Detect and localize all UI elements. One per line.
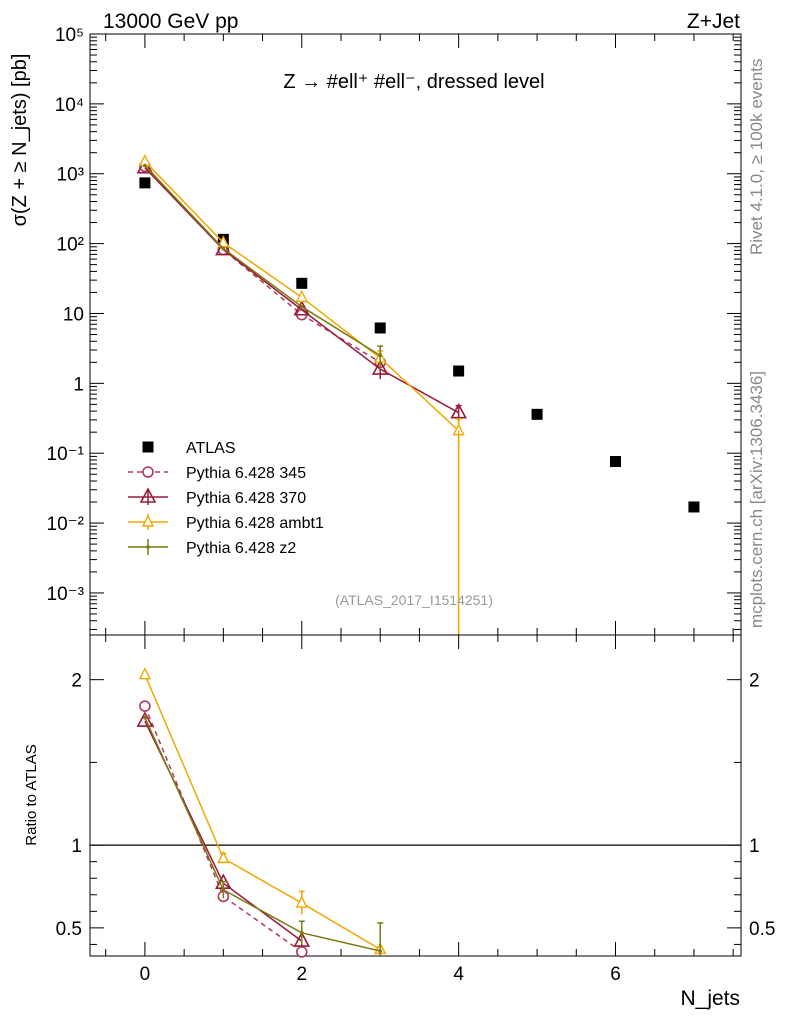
main-title: Z → #ell⁺ #ell⁻, dressed level (283, 71, 544, 93)
legend-marker (139, 487, 157, 503)
ratio-y-tick-label-right: 0.5 (749, 919, 775, 940)
main-axis-ticks: 10⁻³ 10⁻² 10⁻¹ 1 10 10² 10³ 10⁴ 10⁵ (47, 25, 741, 635)
legend: ATLAS Pythia 6.428 345 Pythia 6.428 370 Pyt… (128, 440, 324, 557)
analysis-watermark: (ATLAS_2017_I1514251) (335, 592, 493, 608)
ratio-panel: 0 2 4 6 0.5 0.5 1 1 2 2 Ratio to ATLAS (23, 634, 775, 985)
ratio-y-tick-label-right: 2 (749, 671, 760, 692)
main-series-line (144, 167, 460, 414)
legend-marker (142, 441, 154, 453)
ratio-x-tick-label: 2 (296, 964, 307, 985)
main-series-atlas (139, 177, 700, 513)
ratio-data-point (217, 850, 230, 864)
main-data-point (374, 322, 386, 334)
header-left-label: 13000 GeV pp (103, 10, 238, 33)
ratio-panel-frame (89, 634, 742, 957)
ratio-data-point (139, 700, 151, 712)
ratio-series-line (144, 674, 381, 951)
main-series-line (144, 165, 381, 357)
ratio-data-point (221, 888, 226, 892)
ratio-x-tick-label: 6 (610, 964, 621, 985)
legend-entry-label: ATLAS (186, 440, 236, 457)
main-y-tick-label: 1 (73, 374, 84, 395)
ratio-y-tick-label-right: 1 (749, 836, 760, 857)
main-data-point (299, 304, 304, 309)
ratio-series-pythia-6-428-z2 (143, 715, 384, 956)
main-data-point (371, 359, 389, 375)
main-data-point (378, 353, 383, 358)
ratio-y-tick-label: 1 (71, 836, 82, 857)
ratio-series-pythia-6-428-345 (139, 700, 308, 958)
ratio-data-point (299, 931, 304, 935)
mcplots-label: mcplots.cern.ch [arXiv:1306.3436] (747, 371, 766, 628)
x-axis-title: N_jets (680, 987, 740, 1010)
main-y-tick-label: 10 (63, 304, 84, 325)
main-data-point (136, 158, 154, 174)
main-series-pythia-6-428-z2 (143, 163, 384, 370)
main-y-tick-label: 10⁻¹ (47, 444, 85, 465)
ratio-series-line (144, 720, 303, 942)
legend-marker (146, 545, 150, 549)
ratio-data-point (293, 931, 311, 947)
ratio-data-point (378, 949, 383, 953)
ratio-data-point (295, 946, 308, 958)
legend-entry-label: Pythia 6.428 ambt1 (186, 515, 324, 532)
legend-entry-label: Pythia 6.428 345 (186, 465, 306, 482)
ratio-y-tick-label: 2 (71, 671, 82, 692)
main-y-tick-label: 10⁻² (47, 514, 85, 535)
ratio-data-point (136, 711, 154, 727)
main-y-axis-title: σ(Z + ≥ N_jets) [pb] (9, 54, 31, 227)
main-data-point (688, 501, 700, 513)
ratio-data-point (295, 895, 308, 908)
main-data-point (217, 235, 230, 248)
legend-marker (141, 514, 155, 527)
ratio-series-layer (136, 667, 387, 958)
main-data-point (450, 403, 467, 419)
legend-marker (142, 466, 154, 478)
main-data-point (221, 246, 226, 251)
main-data-point (214, 239, 232, 256)
main-data-point (610, 456, 622, 468)
ratio-data-point (138, 667, 152, 680)
main-data-point (453, 365, 465, 377)
main-data-point (296, 277, 308, 289)
main-series-pythia-6-428-370 (136, 158, 467, 422)
header-right-label: Z+Jet (687, 10, 740, 33)
rivet-version-label: Rivet 4.1.0, ≥ 100k events (747, 59, 766, 255)
main-y-tick-label: 10² (57, 235, 84, 256)
main-data-point (143, 163, 147, 168)
ratio-axis-ticks: 0 2 4 6 0.5 0.5 1 1 2 2 (56, 635, 775, 985)
legend-entry-label: Pythia 6.428 z2 (186, 540, 296, 557)
ratio-data-point (143, 715, 147, 720)
ratio-y-tick-label: 0.5 (56, 919, 82, 940)
main-data-point (139, 177, 151, 189)
main-y-tick-label: 10⁻³ (47, 584, 85, 605)
ratio-series-pythia-6-428-370 (136, 711, 311, 947)
main-data-point (295, 289, 308, 303)
main-y-tick-label: 10⁵ (55, 25, 84, 46)
main-panel: 10⁻³ 10⁻² 10⁻¹ 1 10 10² 10³ 10⁴ 10⁵ Z → #ell⁺ #e… (9, 25, 742, 636)
legend-entry-label: Pythia 6.428 370 (186, 490, 306, 507)
main-data-point (531, 408, 543, 420)
ratio-x-tick-label: 4 (453, 964, 464, 985)
ratio-series-line (144, 705, 303, 953)
main-y-tick-label: 10⁴ (55, 95, 84, 116)
main-series-layer (136, 153, 700, 635)
ratio-y-axis-title: Ratio to ATLAS (23, 744, 40, 845)
main-y-tick-label: 10³ (57, 165, 84, 186)
ratio-series-line (144, 717, 381, 952)
ratio-x-tick-label: 0 (140, 964, 151, 985)
